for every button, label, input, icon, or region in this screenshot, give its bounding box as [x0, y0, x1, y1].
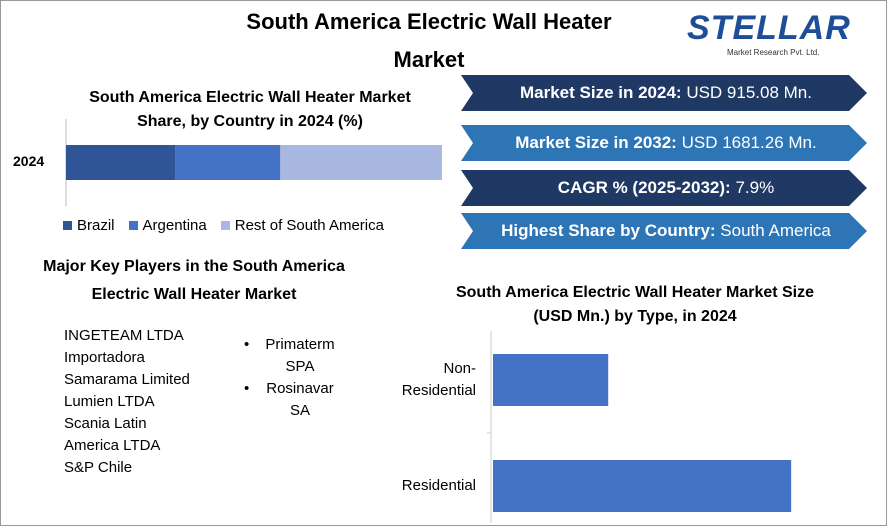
logo-name: STELLAR	[687, 9, 851, 47]
legend-label: Rest of South America	[234, 217, 384, 234]
player-bullet: • Primaterm SPA	[244, 334, 344, 378]
bar-segment	[280, 145, 442, 180]
stat-banner	[461, 213, 867, 249]
bullet: •	[244, 336, 250, 353]
legend: Brazil Argentina Rest of South America	[63, 217, 384, 234]
stat-value: USD 915.08 Mn.	[686, 83, 812, 102]
stat-label: Market Size in 2024:	[520, 83, 682, 102]
stat-text: Highest Share by Country: South America	[471, 213, 861, 249]
legend-label: Argentina	[142, 217, 207, 234]
player: Primaterm SPA	[265, 336, 335, 375]
players-list: INGETEAM LTDA Importadora Samarama Limited…	[64, 325, 190, 479]
stat-value: USD 1681.26 Mn.	[681, 133, 817, 152]
stat-label: Market Size in 2032:	[515, 133, 677, 152]
player: Lumien LTDA	[64, 393, 155, 410]
stat-text: CAGR % (2025-2032): 7.9%	[471, 170, 861, 206]
logo: STELLAR Market Research Pvt. Ltd.	[687, 9, 877, 57]
player: Rosinavar SA	[266, 380, 334, 419]
stat-value: 7.9%	[735, 178, 775, 197]
legend-item: Brazil	[63, 217, 115, 234]
stat-text: Market Size in 2032: USD 1681.26 Mn.	[471, 125, 861, 161]
player-bullet: • Rosinavar SA	[244, 378, 344, 422]
legend-item: Rest of South America	[220, 217, 384, 234]
legend-swatch	[128, 221, 138, 230]
logo-tagline: Market Research Pvt. Ltd.	[727, 48, 820, 57]
stat-label: CAGR % (2025-2032):	[557, 178, 731, 197]
players-bullets: • Primaterm SPA • Rosinavar SA	[244, 334, 344, 422]
share-title: South America Electric Wall Heater Marke…	[89, 89, 411, 130]
bar-segment	[175, 145, 281, 180]
stat-value: South America	[720, 221, 831, 240]
legend-label: Brazil	[77, 217, 115, 234]
category-label: Residential	[401, 477, 476, 494]
stat-label: Highest Share by Country:	[501, 221, 716, 240]
legend-item: Argentina	[128, 217, 207, 234]
category-label: 2024	[13, 153, 45, 169]
player: Samarama Limited	[64, 371, 190, 388]
player: Importadora	[64, 349, 145, 366]
bar	[493, 460, 792, 512]
players-title: Major Key Players in the South America E…	[43, 258, 345, 303]
player: Scania Latin	[64, 415, 147, 432]
legend-swatch	[220, 221, 230, 230]
stat-text: Market Size in 2024: USD 915.08 Mn.	[471, 75, 861, 111]
stat-banner	[461, 170, 867, 206]
bar	[493, 354, 609, 406]
player: America LTDA	[64, 437, 161, 454]
type-title: South America Electric Wall Heater Marke…	[455, 284, 815, 325]
stat-banner	[461, 75, 867, 111]
bullet: •	[244, 380, 250, 397]
category-label: Non-Residential	[401, 360, 476, 399]
legend-swatch	[63, 221, 72, 230]
main-title: South America Electric Wall Heater Marke…	[246, 9, 612, 72]
stat-banner	[461, 125, 867, 161]
bar-segment	[66, 145, 176, 180]
player: INGETEAM LTDA	[64, 327, 184, 344]
player: S&P Chile	[64, 459, 133, 476]
